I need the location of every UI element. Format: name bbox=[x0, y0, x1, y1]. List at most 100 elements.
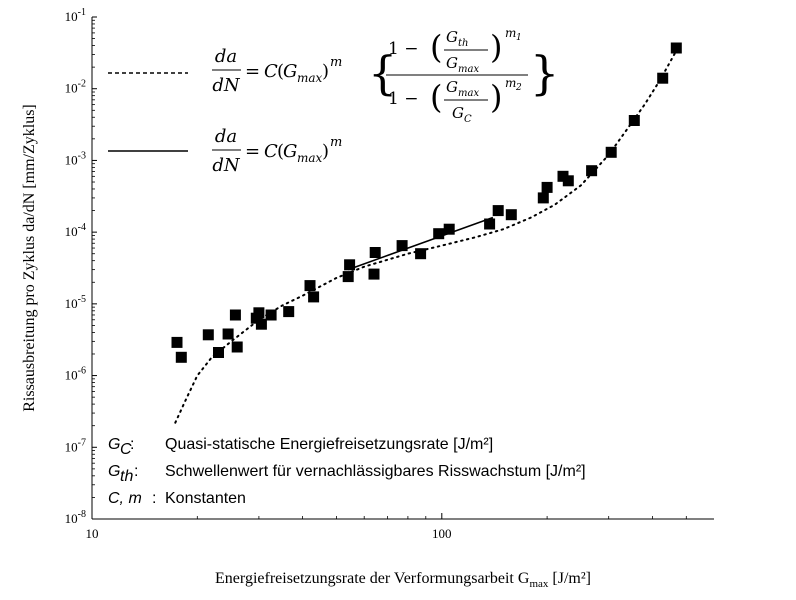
eq2-dN: dN bbox=[212, 155, 241, 176]
y-tick-label: 10-7 bbox=[65, 437, 86, 454]
eq1-den-Gmax: G bbox=[446, 78, 458, 96]
data-point bbox=[670, 42, 682, 54]
eq1-den-one-minus: 1 − bbox=[388, 89, 418, 109]
y-tick-label: 10-6 bbox=[65, 366, 86, 383]
note-3-symbol: C, m bbox=[108, 490, 142, 507]
data-point bbox=[265, 309, 277, 321]
y-tick-label: 10-5 bbox=[65, 294, 86, 311]
data-point bbox=[484, 218, 496, 230]
svg-text:): ) bbox=[322, 141, 329, 162]
data-point bbox=[229, 309, 241, 321]
eq1-m2-sub: 2 bbox=[515, 83, 522, 93]
y-axis-ticks: 10-8 10-7 10-6 10-5 10-4 10-3 10-2 10-1 bbox=[65, 7, 97, 526]
data-point bbox=[433, 228, 445, 240]
eq2-m: m bbox=[330, 135, 342, 150]
data-point bbox=[605, 146, 617, 158]
eq1-C: C bbox=[264, 61, 278, 82]
svg-text:(: ( bbox=[277, 141, 284, 162]
data-point bbox=[308, 291, 320, 303]
y-tick-label: 10-8 bbox=[65, 509, 86, 526]
model-curve-dotted bbox=[174, 48, 678, 424]
data-point bbox=[396, 240, 408, 252]
data-point bbox=[368, 268, 380, 280]
eq1-right-brace: } bbox=[530, 46, 559, 100]
data-point bbox=[202, 329, 214, 341]
equation-2: da dN = C ( G max ) m bbox=[212, 126, 342, 176]
data-point bbox=[213, 347, 224, 358]
eq1-Gmax-sub: max bbox=[297, 71, 323, 85]
eq1-da: da bbox=[215, 46, 237, 67]
note-2-text: Schwellenwert für vernachlässigbares Ris… bbox=[165, 463, 586, 480]
data-point bbox=[443, 223, 455, 235]
data-point bbox=[537, 192, 549, 204]
data-point bbox=[255, 318, 267, 330]
data-point bbox=[253, 307, 265, 319]
equation-1: da dN = C ( G max ) m { } 1 − ( G th G m… bbox=[212, 26, 559, 125]
note-3-text: Konstanten bbox=[165, 490, 246, 507]
note-1-symbol: G bbox=[108, 436, 120, 453]
eq1-num-Gmax: G bbox=[446, 54, 458, 72]
data-point bbox=[283, 306, 295, 318]
y-axis-title: Rissausbreitung pro Zyklus da/dN [mm/Zyk… bbox=[21, 104, 38, 412]
eq1-G: G bbox=[283, 61, 297, 82]
eq1-m2: m bbox=[505, 76, 516, 90]
eq1-num-one-minus: 1 − bbox=[388, 39, 418, 59]
note-2-sub: th bbox=[120, 468, 133, 485]
eq1-m1-sub: 1 bbox=[516, 33, 522, 43]
y-tick-label: 10-3 bbox=[65, 150, 86, 167]
data-point bbox=[342, 271, 354, 283]
data-point bbox=[628, 115, 640, 126]
x-axis-ticks: 10 100 bbox=[86, 513, 687, 541]
data-point bbox=[175, 351, 187, 363]
data-point bbox=[586, 165, 598, 177]
notes: G C : Quasi-statische Energiefreisetzung… bbox=[108, 436, 586, 507]
data-point bbox=[369, 247, 381, 258]
eq1-num-Gth: G bbox=[446, 28, 458, 46]
curves bbox=[174, 48, 678, 424]
data-point bbox=[344, 259, 356, 271]
note-1-sub: C bbox=[120, 441, 132, 458]
eq1-num-Gth-sub: th bbox=[458, 38, 468, 49]
y-tick-label: 10-2 bbox=[65, 79, 86, 96]
eq2-da: da bbox=[215, 126, 237, 147]
data-point bbox=[505, 209, 517, 221]
note-1-text: Quasi-statische Energiefreisetzungsrate … bbox=[165, 436, 493, 453]
y-tick-label: 10-4 bbox=[65, 222, 86, 239]
data-point bbox=[562, 175, 574, 187]
svg-text:(: ( bbox=[430, 78, 442, 116]
data-point bbox=[231, 341, 243, 353]
svg-text:(: ( bbox=[277, 61, 284, 82]
svg-text:(: ( bbox=[430, 28, 442, 66]
svg-text::: : bbox=[130, 436, 134, 453]
data-point bbox=[415, 248, 427, 260]
eq1-den-GC-sub: C bbox=[464, 114, 472, 125]
eq1-num-Gmax-sub: max bbox=[458, 64, 479, 75]
data-point bbox=[541, 181, 553, 193]
data-point bbox=[657, 72, 669, 84]
svg-text::: : bbox=[134, 463, 138, 480]
data-point bbox=[304, 280, 316, 292]
x-tick-label: 10 bbox=[86, 526, 99, 541]
data-point bbox=[492, 205, 504, 217]
eq1-den-GC: G bbox=[452, 104, 464, 122]
svg-text:): ) bbox=[490, 78, 502, 116]
eq1-m: m bbox=[330, 55, 342, 70]
eq1-den-Gmax-sub: max bbox=[458, 88, 479, 99]
paris-line-solid bbox=[347, 216, 494, 271]
eq2-C: C bbox=[264, 141, 278, 162]
x-axis-title: Energiefreisetzungsrate der Verformungsa… bbox=[215, 570, 591, 590]
eq2-Gmax-sub: max bbox=[297, 151, 323, 165]
eq1-m1: m bbox=[505, 26, 516, 40]
eq1-dN: dN bbox=[212, 75, 241, 96]
svg-text:): ) bbox=[490, 28, 502, 66]
eq1-left-brace: { bbox=[368, 46, 397, 100]
note-2-symbol: G bbox=[108, 463, 120, 480]
y-tick-label: 10-1 bbox=[65, 7, 86, 24]
x-tick-label: 100 bbox=[432, 526, 452, 541]
eq2-G: G bbox=[283, 141, 297, 162]
data-markers bbox=[171, 42, 682, 363]
eq2-equals: = bbox=[245, 141, 260, 162]
eq1-equals: = bbox=[245, 61, 260, 82]
svg-text::: : bbox=[152, 490, 156, 507]
